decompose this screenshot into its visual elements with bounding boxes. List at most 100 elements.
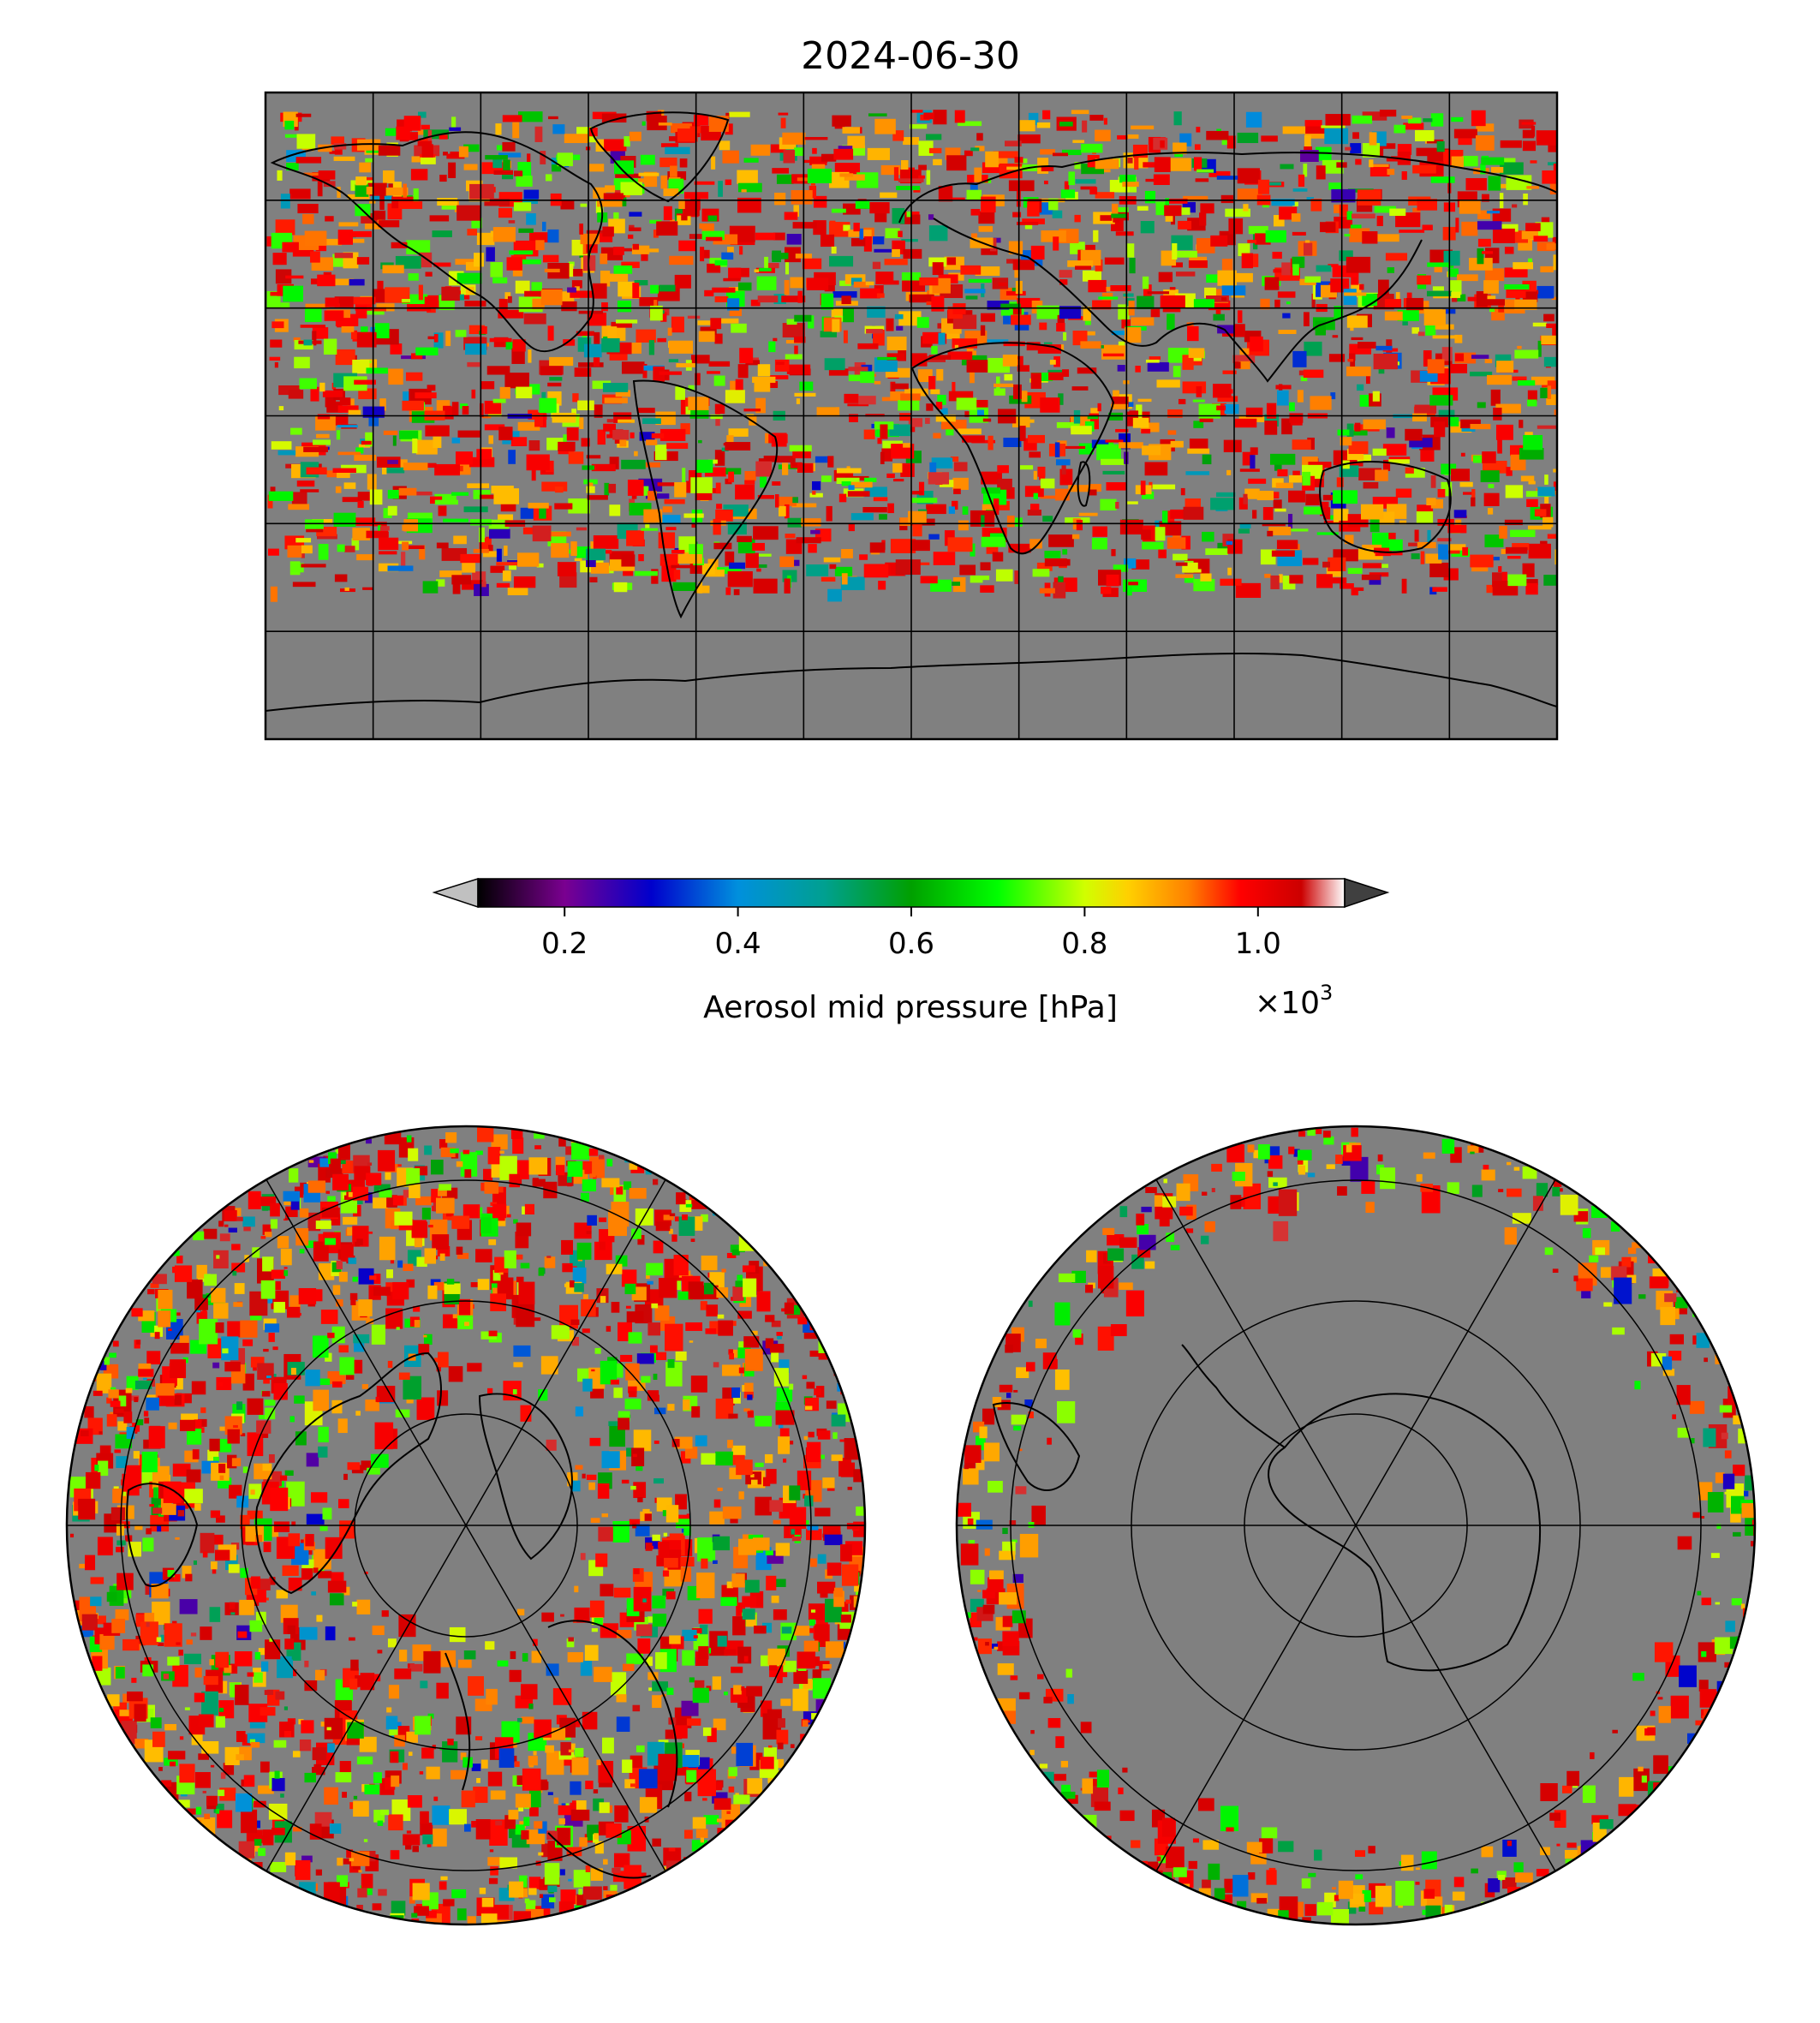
data-cell bbox=[1304, 276, 1321, 283]
data-cell bbox=[624, 136, 630, 147]
data-cell bbox=[965, 295, 978, 300]
data-cell bbox=[786, 234, 802, 245]
data-cell bbox=[204, 1274, 218, 1286]
data-cell bbox=[1447, 1182, 1459, 1194]
data-cell bbox=[975, 146, 985, 152]
data-cell bbox=[1012, 416, 1030, 427]
data-cell bbox=[783, 1661, 797, 1673]
data-cell bbox=[630, 432, 635, 439]
data-cell bbox=[588, 1482, 595, 1490]
data-cell bbox=[464, 1823, 471, 1832]
data-cell bbox=[880, 192, 898, 198]
data-cell bbox=[1401, 578, 1407, 594]
data-cell bbox=[1173, 142, 1187, 155]
data-cell bbox=[704, 467, 726, 477]
data-cell bbox=[504, 546, 508, 556]
data-cell bbox=[382, 265, 404, 274]
data-cell bbox=[456, 1246, 463, 1255]
data-cell bbox=[267, 548, 279, 556]
data-cell bbox=[485, 1641, 495, 1650]
data-cell bbox=[427, 1285, 438, 1299]
data-cell bbox=[141, 1451, 158, 1472]
data-cell bbox=[1048, 534, 1074, 547]
data-cell bbox=[1517, 380, 1536, 386]
data-cell bbox=[628, 1332, 642, 1344]
data-cell bbox=[680, 1566, 692, 1582]
data-cell bbox=[516, 386, 533, 399]
data-cell bbox=[142, 1377, 147, 1381]
data-cell bbox=[392, 1281, 409, 1300]
data-cell bbox=[976, 133, 983, 141]
data-cell bbox=[313, 1763, 322, 1774]
data-cell bbox=[257, 1363, 274, 1380]
data-cell bbox=[276, 1590, 289, 1599]
data-cell bbox=[1276, 540, 1298, 550]
data-cell bbox=[691, 524, 696, 528]
data-cell bbox=[963, 1468, 979, 1485]
data-cell bbox=[918, 164, 927, 170]
data-cell bbox=[356, 331, 377, 348]
data-cell bbox=[379, 526, 390, 531]
data-cell bbox=[495, 123, 502, 135]
data-cell bbox=[1044, 551, 1061, 558]
data-cell bbox=[1031, 373, 1053, 381]
data-cell bbox=[336, 1260, 343, 1270]
data-cell bbox=[464, 1169, 472, 1179]
data-cell bbox=[546, 1830, 558, 1841]
data-cell bbox=[242, 1466, 248, 1473]
data-cell bbox=[575, 1406, 584, 1417]
data-cell bbox=[467, 1363, 482, 1372]
data-cell bbox=[1101, 587, 1112, 594]
data-cell bbox=[1536, 130, 1557, 146]
data-cell bbox=[1040, 478, 1055, 489]
data-cell bbox=[702, 1798, 707, 1801]
data-cell bbox=[603, 1890, 618, 1899]
data-cell bbox=[366, 367, 388, 374]
data-cell bbox=[310, 278, 319, 285]
data-cell bbox=[343, 1216, 358, 1225]
data-cell bbox=[295, 538, 312, 543]
data-cell bbox=[364, 1192, 373, 1203]
data-cell bbox=[938, 186, 953, 202]
data-cell bbox=[493, 337, 509, 348]
data-cell bbox=[415, 1196, 432, 1206]
data-cell bbox=[1117, 134, 1128, 140]
data-cell bbox=[718, 181, 723, 197]
data-cell bbox=[589, 164, 605, 172]
data-cell bbox=[1523, 434, 1543, 451]
data-cell bbox=[737, 197, 761, 213]
data-cell bbox=[403, 462, 428, 471]
data-cell bbox=[1053, 236, 1059, 251]
data-cell bbox=[1071, 110, 1089, 115]
data-cell bbox=[806, 564, 829, 576]
data-cell bbox=[437, 198, 458, 206]
data-cell bbox=[456, 1161, 463, 1167]
data-cell bbox=[1330, 392, 1336, 400]
data-cell bbox=[983, 339, 1009, 343]
data-cell bbox=[874, 430, 880, 437]
data-cell bbox=[669, 1635, 681, 1644]
data-cell bbox=[78, 1498, 96, 1520]
data-cell bbox=[731, 1349, 740, 1358]
data-cell bbox=[361, 212, 378, 224]
data-cell bbox=[373, 1286, 391, 1296]
data-cell bbox=[780, 117, 786, 128]
data-cell bbox=[1182, 562, 1202, 573]
data-cell bbox=[272, 321, 284, 329]
data-cell bbox=[369, 489, 383, 505]
data-cell bbox=[647, 116, 667, 131]
data-cell bbox=[954, 110, 965, 123]
data-cell bbox=[994, 388, 1005, 396]
data-cell bbox=[1358, 342, 1376, 349]
data-cell bbox=[202, 1551, 208, 1558]
data-cell bbox=[793, 205, 800, 218]
data-cell bbox=[284, 1217, 289, 1220]
data-cell bbox=[812, 1669, 822, 1680]
data-cell bbox=[295, 1859, 311, 1880]
data-cell bbox=[1369, 132, 1377, 146]
data-cell bbox=[352, 1276, 358, 1282]
data-cell bbox=[270, 486, 276, 496]
data-cell bbox=[928, 355, 952, 360]
data-cell bbox=[305, 1240, 316, 1249]
data-cell bbox=[356, 1599, 371, 1614]
